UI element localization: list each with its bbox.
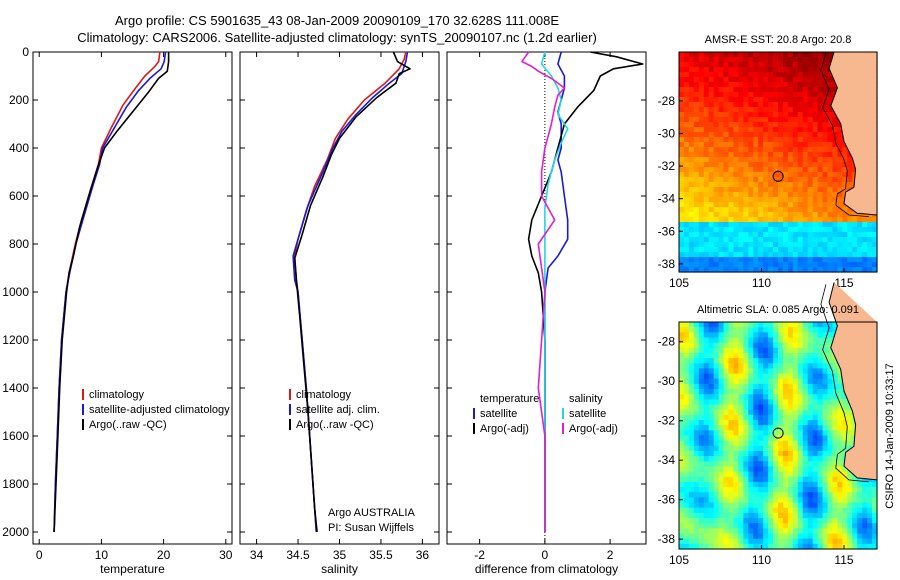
map-title: AMSR-E SST: 20.8 Argo: 20.8 [705, 34, 852, 46]
legend-label: climatology [296, 389, 352, 401]
map-y-tick-label: -32 [658, 159, 676, 173]
profile-location-marker [772, 427, 784, 439]
temperature-profile-panel: 0 10 20 30 0 200 400 600 800 1000 1200 1400 1600 1800… [2, 45, 232, 576]
map-x-tick-label: 110 [752, 553, 771, 567]
y-tick-label: 1800 [2, 477, 29, 491]
map-x-tick-label: 105 [669, 553, 689, 567]
map-y-tick-label: -28 [658, 94, 676, 108]
legend-label: Argo(..raw -QC) [296, 419, 374, 431]
x-tick-label: 34 [250, 548, 264, 562]
map-y-tick-label: -36 [658, 493, 676, 507]
x-tick-label: -2 [474, 548, 485, 562]
series-line [53, 52, 170, 533]
side-label: CSIRO 14-Jan-2009 10:33:17 [884, 363, 896, 509]
map-frame [678, 51, 878, 273]
map-y-tick-label: -38 [658, 257, 676, 271]
y-tick-label: 1200 [2, 333, 29, 347]
map-y-tick-label: -28 [658, 335, 676, 349]
header-line1: Argo profile: CS 5901635_43 08-Jan-2009 … [115, 13, 559, 28]
series-line [293, 51, 411, 533]
map-y-tick-label: -32 [658, 414, 676, 428]
legend-label: satellite adj. clim. [296, 404, 380, 416]
y-tick-label: 400 [9, 141, 29, 155]
map-frame [678, 321, 878, 550]
legend-label: Argo(-adj) [480, 423, 529, 435]
shelf-contour [820, 53, 869, 217]
map-y-tick-label: -30 [658, 126, 676, 140]
plot-frame [239, 51, 440, 545]
map-x-tick-label: 115 [834, 553, 853, 567]
x-tick-label: 2 [607, 548, 614, 562]
land-area [829, 52, 877, 215]
x-axis-label: temperature [100, 562, 165, 576]
legend-label: satellite [569, 408, 606, 420]
salinity-profile-panel: 34 34.5 35 35.5 36 salinity climatology satelli… [239, 51, 440, 576]
land-area [829, 282, 877, 480]
map-y-tick-label: -34 [658, 192, 676, 206]
map-y-tick-label: -34 [658, 453, 676, 467]
coastline [828, 51, 878, 216]
x-tick-label: 35.5 [369, 548, 393, 562]
map-x-tick-label: 110 [752, 276, 771, 290]
map-x-tick-label: 105 [669, 276, 689, 290]
y-tick-label: 600 [9, 189, 29, 203]
coastline [828, 282, 878, 481]
profile-location-marker [772, 170, 784, 182]
legend-label: Argo(..raw -QC) [89, 419, 167, 431]
map-x-tick-label: 115 [834, 276, 853, 290]
y-tick-label: 0 [22, 45, 29, 59]
x-axis-label: difference from climatology [475, 562, 618, 576]
x-tick-label: 10 [95, 548, 109, 562]
map-y-tick-label: -30 [658, 374, 676, 388]
shelf-contour [820, 284, 869, 483]
sst-map-panel: AMSR-E SST: 20.8 Argo: 20.8 105 110 115 -28 -… [658, 34, 878, 290]
y-tick-label: 1600 [2, 429, 29, 443]
legend-label: climatology [89, 389, 145, 401]
map-title: Altimetric SLA: 0.085 Argo: 0.091 [697, 304, 859, 316]
map-y-tick-label: -38 [658, 532, 676, 546]
x-tick-label: 0 [542, 548, 549, 562]
x-tick-label: 0 [36, 548, 43, 562]
legend-group-header: temperature [480, 393, 539, 405]
map-y-tick-label: -36 [658, 224, 676, 238]
y-tick-label: 800 [9, 237, 29, 251]
y-tick-label: 200 [9, 93, 29, 107]
x-axis-label: salinity [321, 562, 358, 576]
header-line2: Climatology: CARS2006. Satellite-adjuste… [77, 30, 597, 45]
y-tick-label: 1000 [2, 285, 29, 299]
plot-frame [446, 51, 647, 545]
x-tick-label: 30 [219, 548, 233, 562]
series-line [521, 51, 566, 532]
plot-frame [32, 51, 233, 545]
annotation-text: Argo AUSTRALIA [328, 507, 415, 519]
x-tick-label: 36 [416, 548, 430, 562]
x-tick-label: 34.5 [286, 548, 310, 562]
x-tick-label: 35 [333, 548, 347, 562]
annotation-text: PI: Susan Wijffels [328, 522, 414, 534]
x-tick-label: 20 [157, 548, 171, 562]
y-tick-label: 1400 [2, 381, 29, 395]
legend-label: satellite [480, 408, 517, 420]
y-tick-label: 2000 [2, 525, 29, 539]
sla-map-panel: Altimetric SLA: 0.085 Argo: 0.091 105 110 1… [658, 282, 878, 567]
legend-label: satellite-adjusted climatology [89, 404, 230, 416]
legend-group-header: salinity [569, 393, 603, 405]
series-line [540, 51, 569, 532]
legend-label: Argo(-adj) [569, 423, 618, 435]
